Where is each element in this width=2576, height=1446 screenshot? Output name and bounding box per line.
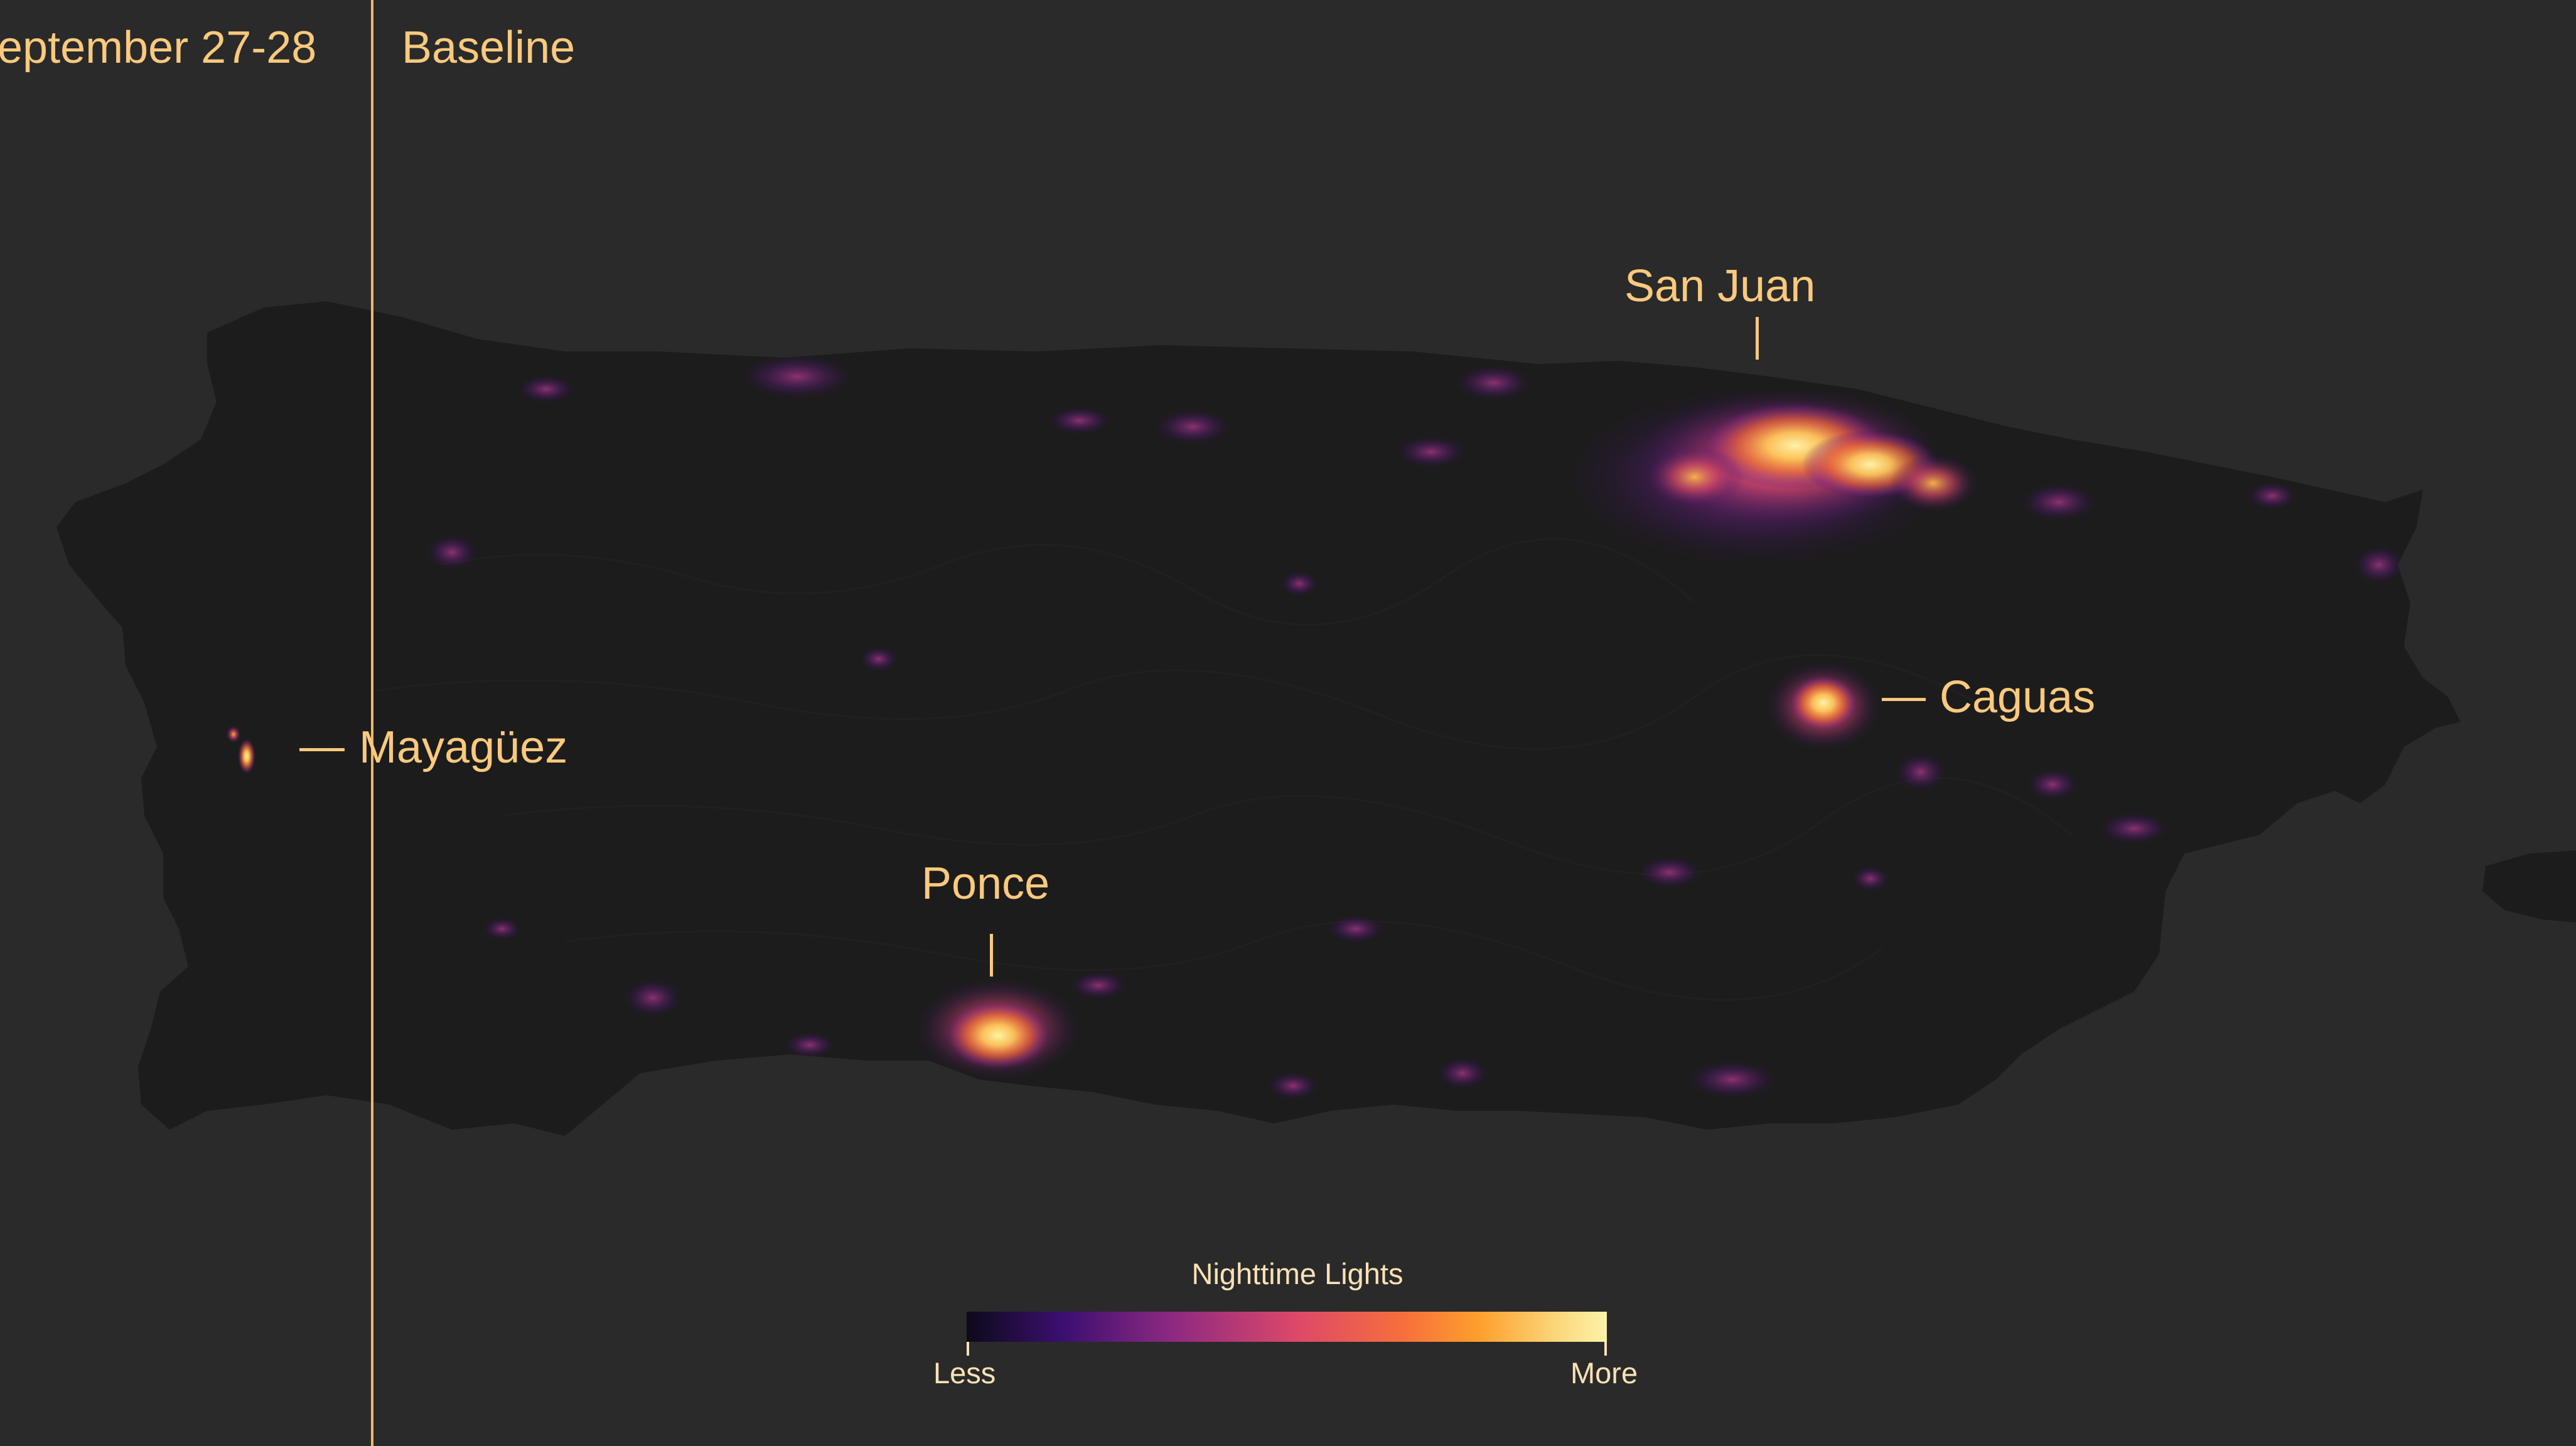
city-label-caguas: Caguas — [1940, 672, 2096, 722]
san-juan-lights — [1569, 389, 1977, 565]
legend-tick-high — [1604, 1342, 1607, 1356]
caguas-lights — [1767, 662, 1880, 750]
mayaguez-lights — [226, 726, 255, 774]
terrain-shading — [376, 538, 2072, 1001]
ponce-lights — [916, 979, 1080, 1079]
legend-title: Nighttime Lights — [1191, 1257, 1403, 1290]
mayaguez-leader — [299, 748, 345, 751]
baseline-label: Baseline — [402, 23, 576, 73]
legend-color-bar — [967, 1312, 1607, 1342]
legend-label-less: Less — [933, 1356, 996, 1390]
city-label-mayaguez: Mayagüez — [359, 722, 568, 773]
city-label-san-juan: San Juan — [1624, 261, 1816, 311]
legend-label-more: More — [1570, 1356, 1638, 1390]
san-juan-leader — [1756, 317, 1759, 360]
city-label-ponce: Ponce — [921, 859, 1050, 909]
left-date-label: eptember 27-28 — [0, 23, 317, 73]
legend-tick-low — [967, 1342, 969, 1356]
island-landmass — [56, 301, 2461, 1136]
comparison-divider — [371, 0, 373, 1446]
caguas-leader — [1882, 698, 1926, 701]
ponce-leader — [990, 934, 993, 977]
nighttime-lights-scatter — [427, 355, 2404, 1100]
vieques-island — [2482, 850, 2576, 923]
